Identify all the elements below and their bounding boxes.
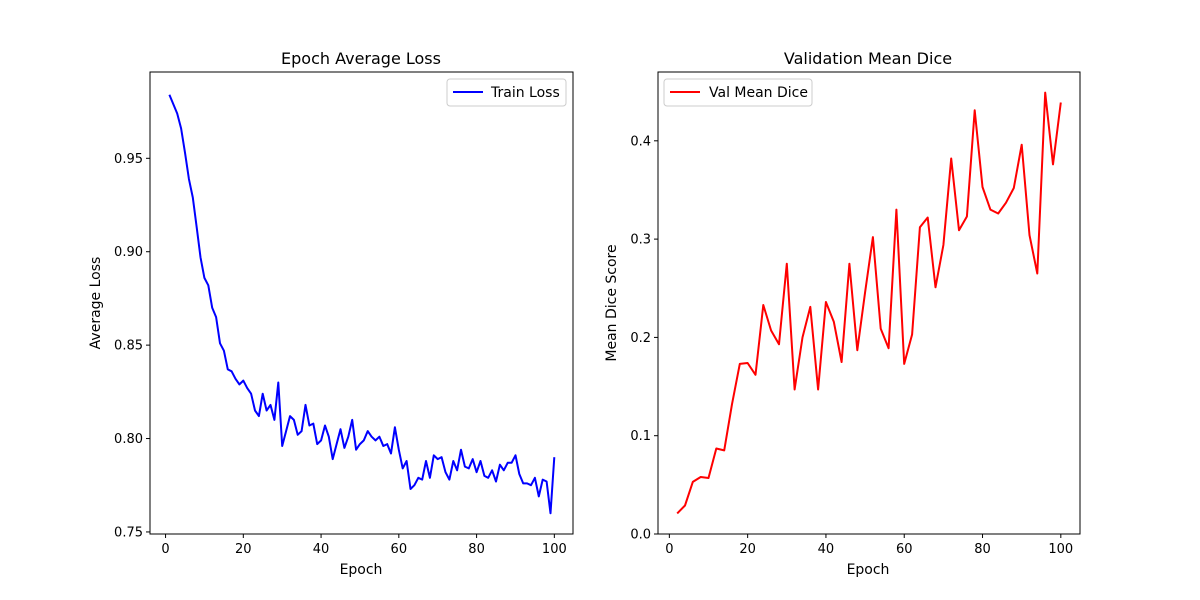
- y-axis-label: Average Loss: [88, 257, 104, 350]
- x-axis-label: Epoch: [340, 562, 383, 578]
- dice-series-group: [676, 91, 1062, 515]
- dice-axis-ticks: 0 20 40 60 80 100 0.0 0.1 0.2 0.3 0.4: [630, 134, 1073, 557]
- legend-label: Val Mean Dice: [709, 85, 808, 101]
- series-line: [676, 91, 1062, 515]
- x-tick-label: 100: [1048, 542, 1073, 557]
- legend-label: Train Loss: [490, 85, 560, 101]
- legend: Train Loss: [446, 78, 567, 107]
- y-tick-label: 0.2: [630, 331, 651, 346]
- legend-box: [446, 78, 567, 107]
- x-tick-label: 60: [896, 542, 913, 557]
- y-tick-label: 0.4: [630, 134, 651, 149]
- x-tick-label: 40: [313, 542, 330, 557]
- x-tick-label: 40: [818, 542, 835, 557]
- loss-axis-ticks: 0 20 40 60 80 100 0.75 0.80 0.85 0.90 0.95: [114, 152, 567, 557]
- legend-box: [663, 78, 813, 107]
- y-tick-label: 0.75: [114, 525, 143, 540]
- plot-frame: [149, 71, 574, 535]
- x-tick-label: 80: [468, 542, 485, 557]
- series-line: [168, 94, 556, 515]
- chart-title: Epoch Average Loss: [281, 49, 441, 68]
- dice-chart: Validation Mean Dice 0 20 40 60 80 1000.00.10…: [604, 49, 1081, 578]
- x-tick-label: 60: [391, 542, 408, 557]
- loss-chart: Epoch Average Loss 0 20 40 60 80 1000.750.800…: [88, 49, 574, 578]
- y-axis-label: Mean Dice Score: [604, 244, 620, 361]
- y-tick-label: 0.90: [114, 245, 143, 260]
- x-tick-label: 20: [235, 542, 252, 557]
- y-tick-label: 0.1: [630, 429, 651, 444]
- loss-series-group: [168, 94, 556, 515]
- x-tick-label: 0: [161, 542, 169, 557]
- x-tick-label: 20: [739, 542, 756, 557]
- y-tick-label: 0.85: [114, 339, 143, 354]
- y-tick-label: 0.80: [114, 432, 143, 447]
- chart-title: Validation Mean Dice: [784, 49, 952, 68]
- legend: Val Mean Dice: [663, 78, 813, 107]
- x-tick-label: 100: [542, 542, 567, 557]
- plot-frame: [657, 71, 1081, 535]
- y-tick-label: 0.0: [630, 528, 651, 543]
- y-tick-label: 0.95: [114, 152, 143, 167]
- x-tick-label: 0: [665, 542, 673, 557]
- x-axis-label: Epoch: [847, 562, 890, 578]
- y-tick-label: 0.3: [630, 233, 651, 248]
- x-tick-label: 80: [974, 542, 991, 557]
